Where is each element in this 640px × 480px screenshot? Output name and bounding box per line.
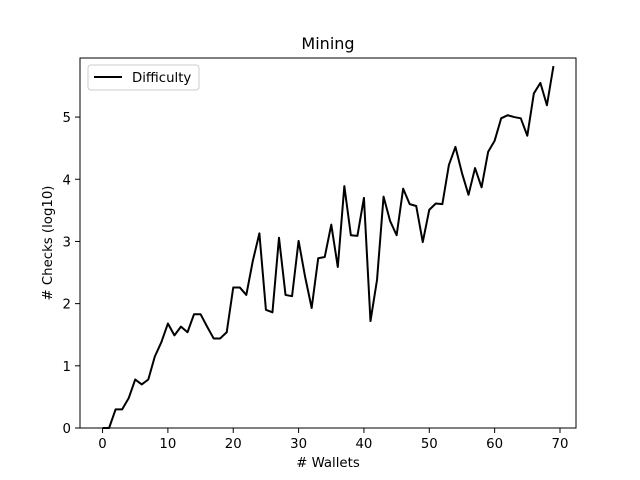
plot-area bbox=[102, 65, 555, 429]
chart-title: Mining bbox=[301, 34, 354, 53]
x-tick-label: 30 bbox=[290, 437, 307, 452]
axes-frame bbox=[79, 57, 577, 429]
y-tick-label: 4 bbox=[63, 173, 71, 188]
x-axis-ticks: 0 10 20 30 40 50 60 70 bbox=[98, 428, 568, 452]
x-tick-label: 60 bbox=[486, 437, 503, 452]
x-tick-label: 0 bbox=[98, 437, 106, 452]
y-tick-label: 2 bbox=[63, 298, 71, 313]
legend: Difficulty bbox=[87, 64, 200, 91]
series-line-difficulty bbox=[102, 65, 555, 429]
y-axis-label: # Checks (log10) bbox=[41, 186, 56, 301]
y-tick-label: 0 bbox=[63, 422, 71, 437]
legend-label-difficulty: Difficulty bbox=[132, 71, 191, 86]
y-tick-label: 3 bbox=[63, 235, 71, 250]
legend-box bbox=[87, 64, 200, 91]
y-tick-label: 5 bbox=[63, 111, 71, 126]
x-tick-label: 20 bbox=[225, 437, 242, 452]
y-axis-ticks: 0 1 2 3 4 5 bbox=[63, 111, 80, 437]
x-tick-label: 10 bbox=[159, 437, 176, 452]
y-tick-label: 1 bbox=[63, 360, 71, 375]
x-tick-label: 70 bbox=[552, 437, 569, 452]
x-tick-label: 40 bbox=[355, 437, 372, 452]
x-axis-label: # Wallets bbox=[296, 456, 360, 471]
x-tick-label: 50 bbox=[421, 437, 438, 452]
